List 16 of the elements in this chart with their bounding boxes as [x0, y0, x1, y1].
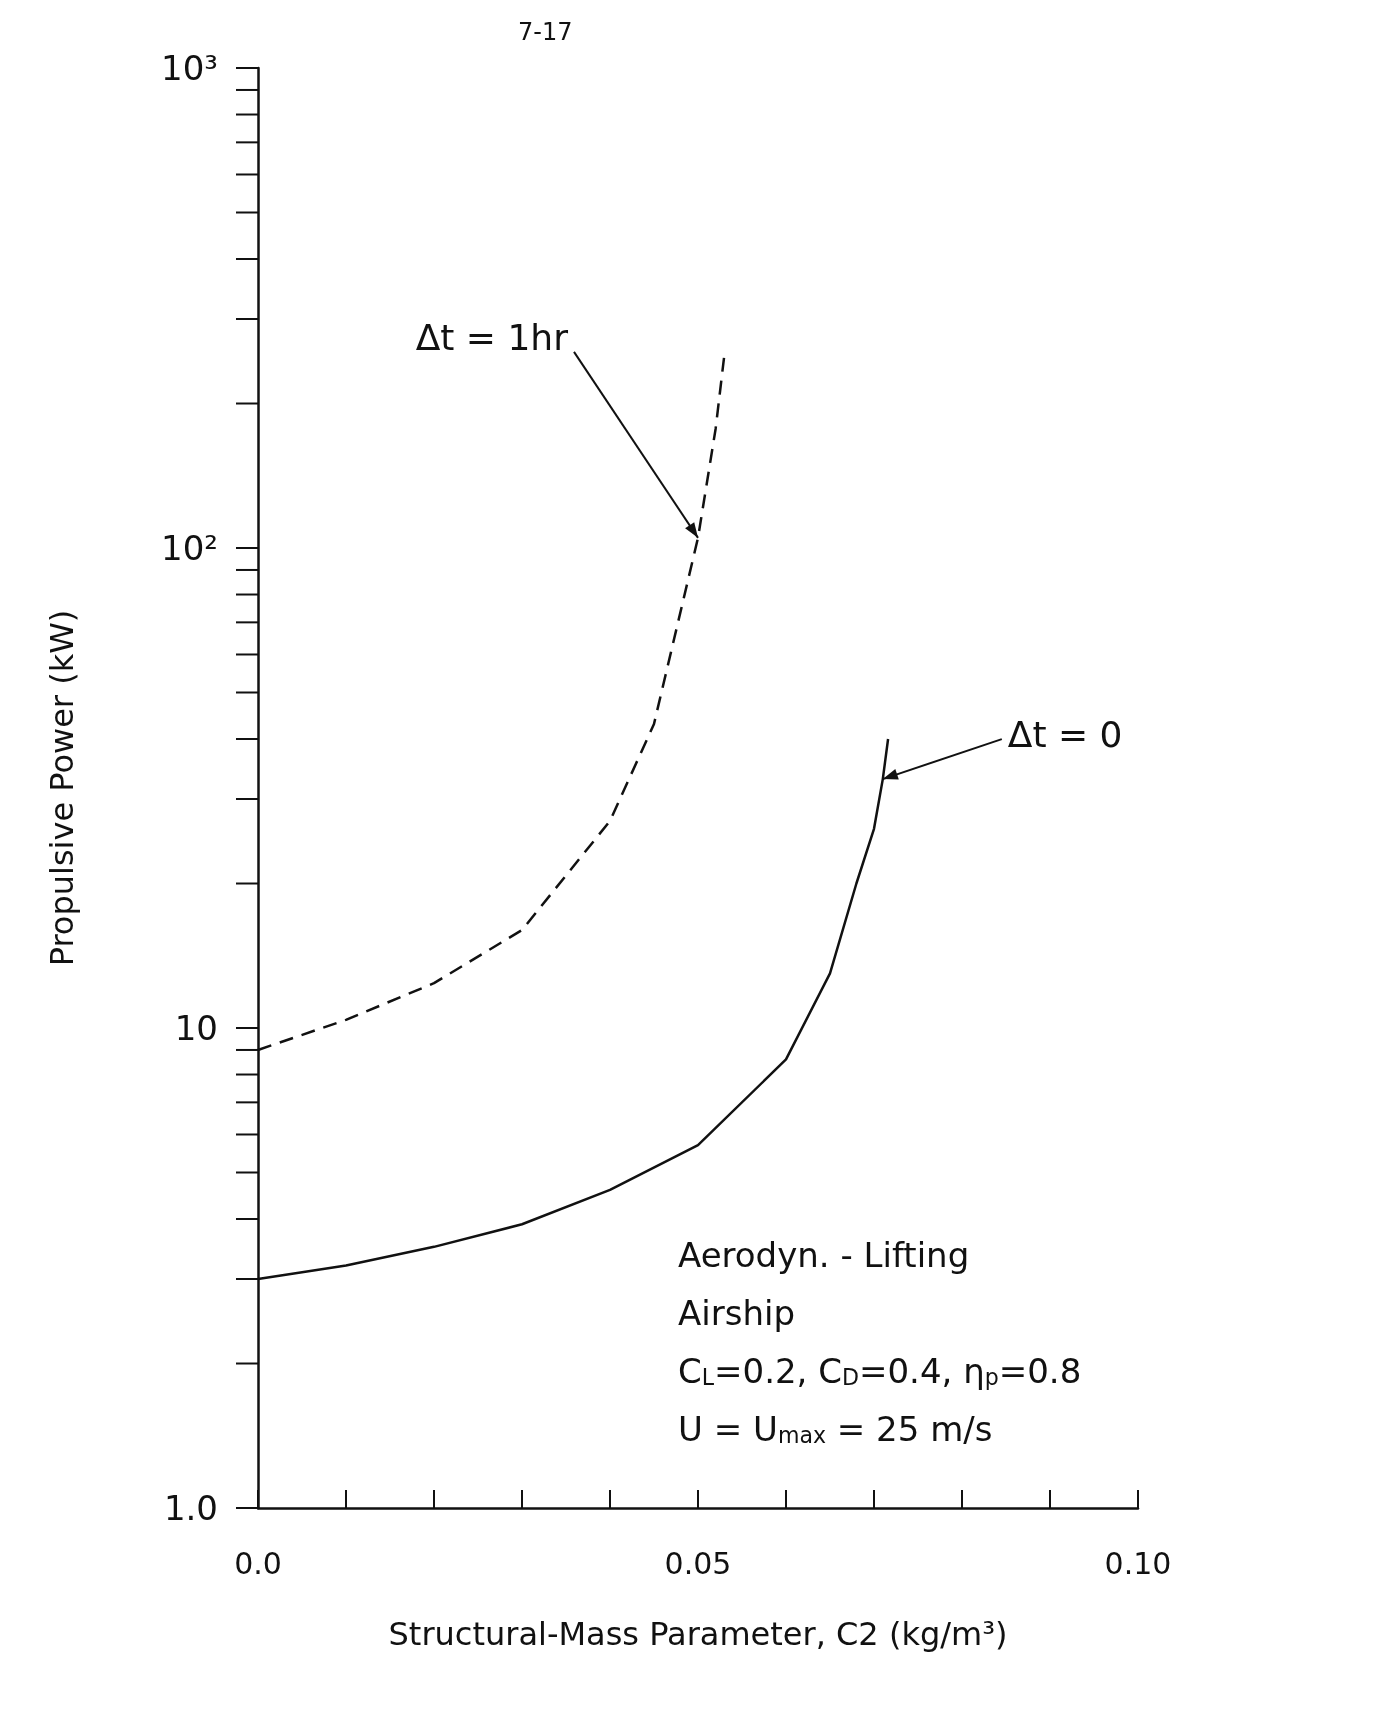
x-tick-label: 0.05 [664, 1545, 732, 1581]
y-tick-label: 10 [174, 1008, 218, 1048]
annotation: Δt = 1hr [415, 317, 569, 359]
annotation: CL=0.2, CD=0.4, ηp=0.8 [678, 1351, 1082, 1391]
annotation: U = Umax = 25 m/s [678, 1409, 993, 1449]
annotation: Δt = 0 [1007, 713, 1123, 755]
annotation: Aerodyn. - Lifting [678, 1235, 970, 1275]
x-axis-title: Structural-Mass Parameter, C2 (kg/m³) [388, 1615, 1008, 1653]
y-tick-label: 1.0 [163, 1488, 218, 1528]
x-tick-label: 0.0 [234, 1545, 282, 1581]
text: 7-17 [518, 18, 573, 46]
y-tick-label: 10² [161, 528, 218, 568]
annotation: Airship [678, 1293, 795, 1333]
x-tick-label: 0.10 [1104, 1545, 1172, 1581]
y-tick-label: 10³ [161, 48, 218, 88]
y-axis-title: Propulsive Power (kW) [43, 609, 81, 967]
